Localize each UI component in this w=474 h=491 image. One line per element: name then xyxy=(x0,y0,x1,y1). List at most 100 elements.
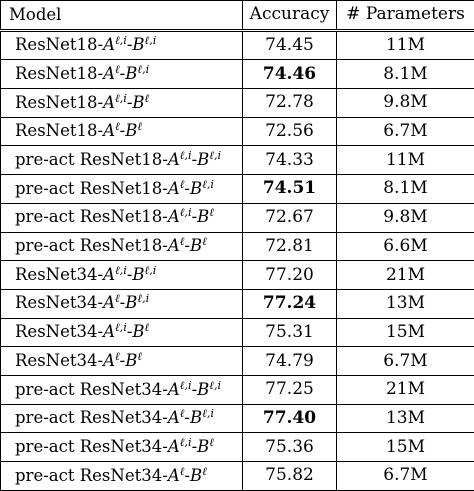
accuracy-cell: 77.40 xyxy=(243,404,337,433)
accuracy-cell: 72.56 xyxy=(243,117,337,146)
accuracy-cell: 74.33 xyxy=(243,146,337,175)
model-cell: pre-act ResNet18-Aℓ,i-Bℓ,i xyxy=(1,146,243,175)
parameters-cell: 8.1M xyxy=(337,175,474,204)
model-symbol-a: A xyxy=(103,93,115,112)
model-symbol-a-superscript: ℓ,i xyxy=(180,436,192,449)
model-symbol-a: A xyxy=(168,380,180,399)
model-cell: ResNet34-Aℓ-Bℓ xyxy=(1,347,243,376)
model-prefix: pre-act ResNet34- xyxy=(15,437,168,456)
parameters-cell: 21M xyxy=(337,375,474,404)
model-symbol-b-superscript: ℓ xyxy=(202,464,207,477)
model-cell: pre-act ResNet34-Aℓ,i-Bℓ xyxy=(1,433,243,462)
model-symbol-b: B xyxy=(197,380,209,399)
model-symbol-a-superscript: ℓ,i xyxy=(180,206,192,219)
parameters-cell: 11M xyxy=(337,146,474,175)
header-model: Model xyxy=(1,1,243,31)
model-symbol-b-superscript: ℓ,i xyxy=(209,149,221,162)
parameters-cell: 11M xyxy=(337,30,474,60)
accuracy-cell: 72.67 xyxy=(243,203,337,232)
accuracy-cell: 75.36 xyxy=(243,433,337,462)
model-cell: ResNet18-Aℓ,i-Bℓ xyxy=(1,89,243,118)
model-cell: pre-act ResNet34-Aℓ,i-Bℓ,i xyxy=(1,375,243,404)
model-symbol-b-superscript: ℓ,i xyxy=(145,264,157,277)
model-symbol-b: B xyxy=(190,466,202,485)
model-symbol-a-superscript: ℓ,i xyxy=(115,34,127,47)
model-symbol-b: B xyxy=(197,150,209,169)
parameters-cell: 6.7M xyxy=(337,462,474,491)
model-prefix: ResNet34- xyxy=(15,265,103,284)
model-symbol-b-superscript: ℓ,i xyxy=(202,407,214,420)
model-cell: pre-act ResNet18-Aℓ,i-Bℓ xyxy=(1,203,243,232)
parameters-cell: 6.6M xyxy=(337,232,474,261)
model-symbol-a: A xyxy=(103,121,115,140)
model-cell: ResNet18-Aℓ,i-Bℓ,i xyxy=(1,30,243,60)
model-cell: pre-act ResNet34-Aℓ-Bℓ xyxy=(1,462,243,491)
model-symbol-a: A xyxy=(103,351,115,370)
model-prefix: pre-act ResNet34- xyxy=(15,466,168,485)
model-symbol-b: B xyxy=(132,93,144,112)
model-prefix: pre-act ResNet34- xyxy=(15,380,168,399)
model-symbol-a: A xyxy=(103,64,115,83)
parameters-cell: 9.8M xyxy=(337,89,474,118)
model-symbol-b: B xyxy=(125,64,137,83)
model-cell: ResNet18-Aℓ-Bℓ,i xyxy=(1,60,243,89)
accuracy-cell: 74.79 xyxy=(243,347,337,376)
model-symbol-b-superscript: ℓ,i xyxy=(209,378,221,391)
model-symbol-b-superscript: ℓ xyxy=(209,206,214,219)
model-symbol-b: B xyxy=(197,207,209,226)
model-symbol-b: B xyxy=(125,121,137,140)
model-symbol-b: B xyxy=(190,236,202,255)
model-symbol-b: B xyxy=(132,265,144,284)
model-cell: pre-act ResNet34-Aℓ-Bℓ,i xyxy=(1,404,243,433)
model-cell: ResNet34-Aℓ-Bℓ,i xyxy=(1,289,243,318)
model-cell: pre-act ResNet18-Aℓ-Bℓ xyxy=(1,232,243,261)
accuracy-cell: 75.82 xyxy=(243,462,337,491)
model-prefix: pre-act ResNet18- xyxy=(15,179,168,198)
model-symbol-a: A xyxy=(168,150,180,169)
model-symbol-b-superscript: ℓ xyxy=(137,120,142,133)
model-symbol-a: A xyxy=(168,179,180,198)
model-symbol-a-superscript: ℓ,i xyxy=(115,92,127,105)
model-symbol-a: A xyxy=(168,466,180,485)
accuracy-cell: 72.81 xyxy=(243,232,337,261)
model-cell: ResNet34-Aℓ,i-Bℓ,i xyxy=(1,261,243,290)
parameters-cell: 13M xyxy=(337,289,474,318)
model-symbol-b: B xyxy=(132,322,144,341)
model-symbol-a: A xyxy=(168,207,180,226)
accuracy-cell: 75.31 xyxy=(243,318,337,347)
model-symbol-b-superscript: ℓ xyxy=(145,92,150,105)
model-symbol-b: B xyxy=(125,293,137,312)
model-cell: ResNet18-Aℓ-Bℓ xyxy=(1,117,243,146)
parameters-cell: 6.7M xyxy=(337,117,474,146)
model-prefix: pre-act ResNet34- xyxy=(15,408,168,427)
model-symbol-b: B xyxy=(132,35,144,54)
model-symbol-a: A xyxy=(103,293,115,312)
model-cell: pre-act ResNet18-Aℓ-Bℓ,i xyxy=(1,175,243,204)
model-prefix: ResNet18- xyxy=(15,93,103,112)
header-parameters: # Parameters xyxy=(337,1,474,31)
model-cell: ResNet34-Aℓ,i-Bℓ xyxy=(1,318,243,347)
model-prefix: ResNet34- xyxy=(15,351,103,370)
model-symbol-b-superscript: ℓ,i xyxy=(137,292,149,305)
model-symbol-a: A xyxy=(168,408,180,427)
model-symbol-b-superscript: ℓ xyxy=(209,436,214,449)
model-symbol-a: A xyxy=(103,35,115,54)
model-symbol-b-superscript: ℓ,i xyxy=(202,178,214,191)
model-prefix: ResNet18- xyxy=(15,35,103,54)
accuracy-cell: 72.78 xyxy=(243,89,337,118)
model-prefix: ResNet18- xyxy=(15,121,103,140)
parameters-cell: 13M xyxy=(337,404,474,433)
model-symbol-a-superscript: ℓ,i xyxy=(180,378,192,391)
